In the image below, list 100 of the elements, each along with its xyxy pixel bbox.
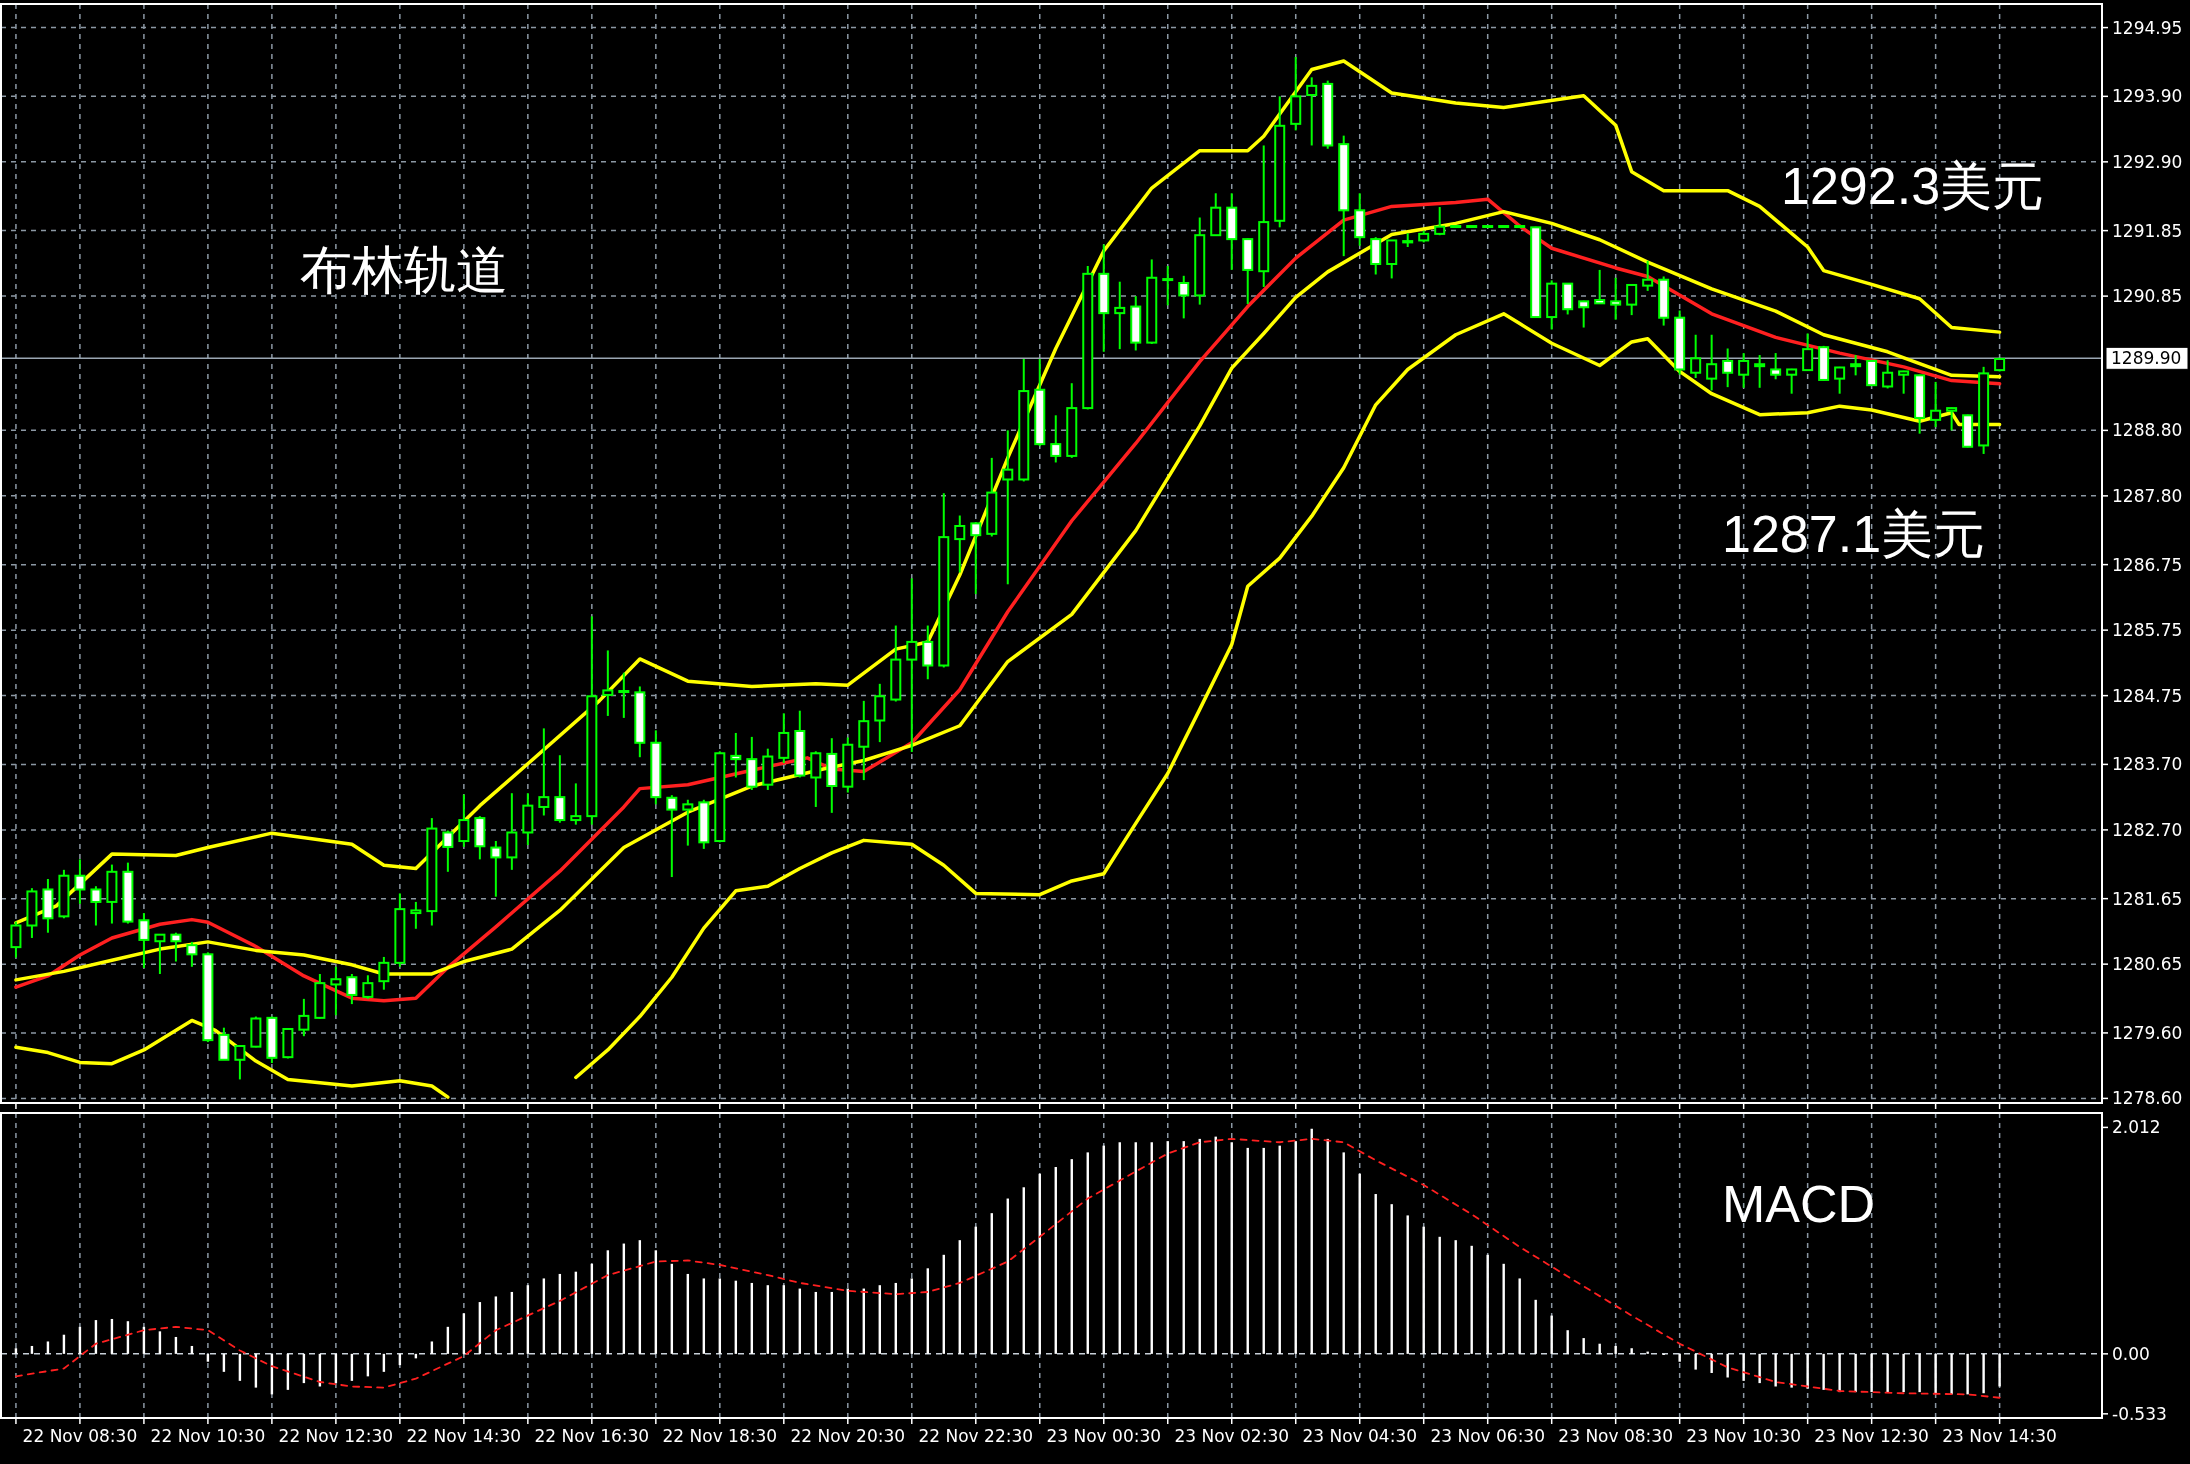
- candlestick: [330, 965, 342, 1017]
- x-tick-label: 23 Nov 02:30: [1174, 1426, 1290, 1446]
- candlestick: [1002, 429, 1014, 586]
- candlestick: [154, 933, 166, 975]
- y-tick-label: 1282.70: [2112, 819, 2183, 840]
- candlestick: [298, 997, 310, 1038]
- bar: [1774, 1353, 1777, 1387]
- candlestick: [1898, 369, 1910, 395]
- bar: [1678, 1353, 1681, 1362]
- candlestick: [1434, 206, 1446, 237]
- candlestick: [1754, 354, 1766, 389]
- annotation: 1292.3美元: [1781, 157, 2045, 215]
- candlestick: [1850, 354, 1862, 377]
- candlestick: [1802, 332, 1814, 372]
- candlestick: [362, 974, 374, 1000]
- y-tick-label: 1285.75: [2112, 620, 2183, 641]
- candlestick: [1178, 274, 1190, 320]
- bar: [1518, 1278, 1521, 1354]
- y-tick-label: 1281.65: [2112, 888, 2183, 909]
- y-tick-label: 1293.90: [2112, 86, 2183, 107]
- candlestick: [618, 671, 630, 719]
- bar: [1550, 1315, 1553, 1354]
- y-tick-label: 1280.65: [2112, 954, 2183, 975]
- candlestick: [1578, 299, 1590, 329]
- x-tick-label: 23 Nov 00:30: [1046, 1426, 1162, 1446]
- bar: [1742, 1353, 1745, 1381]
- bar: [1806, 1353, 1809, 1389]
- candlestick: [1770, 352, 1782, 381]
- candlestick: [442, 829, 454, 873]
- y-tick-label: 1287.80: [2112, 485, 2183, 506]
- candlestick: [1786, 367, 1798, 395]
- bar: [1758, 1353, 1761, 1384]
- bar: [1934, 1353, 1937, 1394]
- bar: [1534, 1299, 1537, 1354]
- y-tick-label: 1284.75: [2112, 685, 2183, 706]
- candlestick: [906, 577, 918, 753]
- candlestick: [1690, 333, 1702, 379]
- bar: [1790, 1353, 1793, 1388]
- x-tick-label: 22 Nov 22:30: [918, 1426, 1034, 1446]
- candlestick: [10, 920, 22, 959]
- candlestick: [1610, 276, 1622, 321]
- bar: [1870, 1353, 1873, 1393]
- x-tick-label: 22 Nov 20:30: [790, 1426, 906, 1446]
- annotation: MACD: [1722, 1175, 1876, 1233]
- bar: [1566, 1330, 1569, 1354]
- y-tick-label: 1279.60: [2112, 1022, 2183, 1043]
- y-tick-label: 1290.85: [2112, 286, 2183, 307]
- y-tick-label: 1288.80: [2112, 420, 2183, 441]
- candlestick: [1594, 268, 1606, 305]
- ref-line-label: 1289.90: [2111, 348, 2182, 369]
- candlestick: [682, 798, 694, 847]
- candlestick: [1306, 76, 1318, 147]
- candlestick: [1946, 406, 1958, 432]
- candlestick: [74, 858, 86, 905]
- y-tick-label: 0.00: [2112, 1343, 2150, 1364]
- candlestick: [1706, 333, 1718, 392]
- bar: [1966, 1353, 1969, 1395]
- x-tick-label: 23 Nov 04:30: [1302, 1426, 1418, 1446]
- candlestick: [1722, 347, 1734, 389]
- bar: [1854, 1353, 1857, 1393]
- y-tick-label: 2.012: [2112, 1117, 2161, 1138]
- bar: [1502, 1263, 1505, 1354]
- bar: [1630, 1348, 1633, 1354]
- candlestick: [1642, 259, 1654, 292]
- candlestick: [186, 940, 198, 968]
- y-tick-label: 1291.85: [2112, 220, 2183, 241]
- x-tick-label: 22 Nov 16:30: [534, 1426, 650, 1446]
- y-tick-label: 1286.75: [2112, 554, 2183, 575]
- bar: [1886, 1353, 1889, 1393]
- bar: [1646, 1351, 1649, 1354]
- annotation: 布林轨道: [300, 241, 508, 299]
- candlestick: [170, 931, 182, 963]
- x-tick-label: 22 Nov 12:30: [278, 1426, 394, 1446]
- candlestick: [234, 1044, 246, 1081]
- candlestick: [666, 794, 678, 879]
- x-tick-label: 22 Nov 10:30: [150, 1426, 266, 1446]
- x-tick-label: 23 Nov 14:30: [1942, 1426, 2057, 1446]
- x-tick-label: 23 Nov 12:30: [1814, 1426, 1929, 1446]
- candlestick: [378, 955, 390, 991]
- candlestick: [954, 514, 966, 574]
- bar: [1582, 1338, 1585, 1354]
- y-tick-label: 1292.90: [2112, 151, 2183, 172]
- annotation: 1287.1美元: [1722, 505, 1986, 563]
- candlestick: [458, 793, 470, 848]
- candlestick: [554, 754, 566, 824]
- bar: [1838, 1353, 1841, 1393]
- bar: [1998, 1353, 2001, 1387]
- x-tick-label: 23 Nov 10:30: [1686, 1426, 1801, 1446]
- candlestick: [1626, 283, 1638, 317]
- bar: [1950, 1353, 1953, 1395]
- y-tick-label: 1278.60: [2112, 1088, 2183, 1109]
- candlestick: [1738, 352, 1750, 389]
- candlestick: [730, 731, 742, 779]
- candlestick: [538, 727, 550, 817]
- bar: [1726, 1353, 1729, 1378]
- candlestick: [410, 900, 422, 930]
- candlestick: [602, 649, 614, 717]
- bar: [1694, 1353, 1697, 1370]
- y-tick-label: 1283.70: [2112, 754, 2183, 775]
- candlestick: [90, 885, 102, 927]
